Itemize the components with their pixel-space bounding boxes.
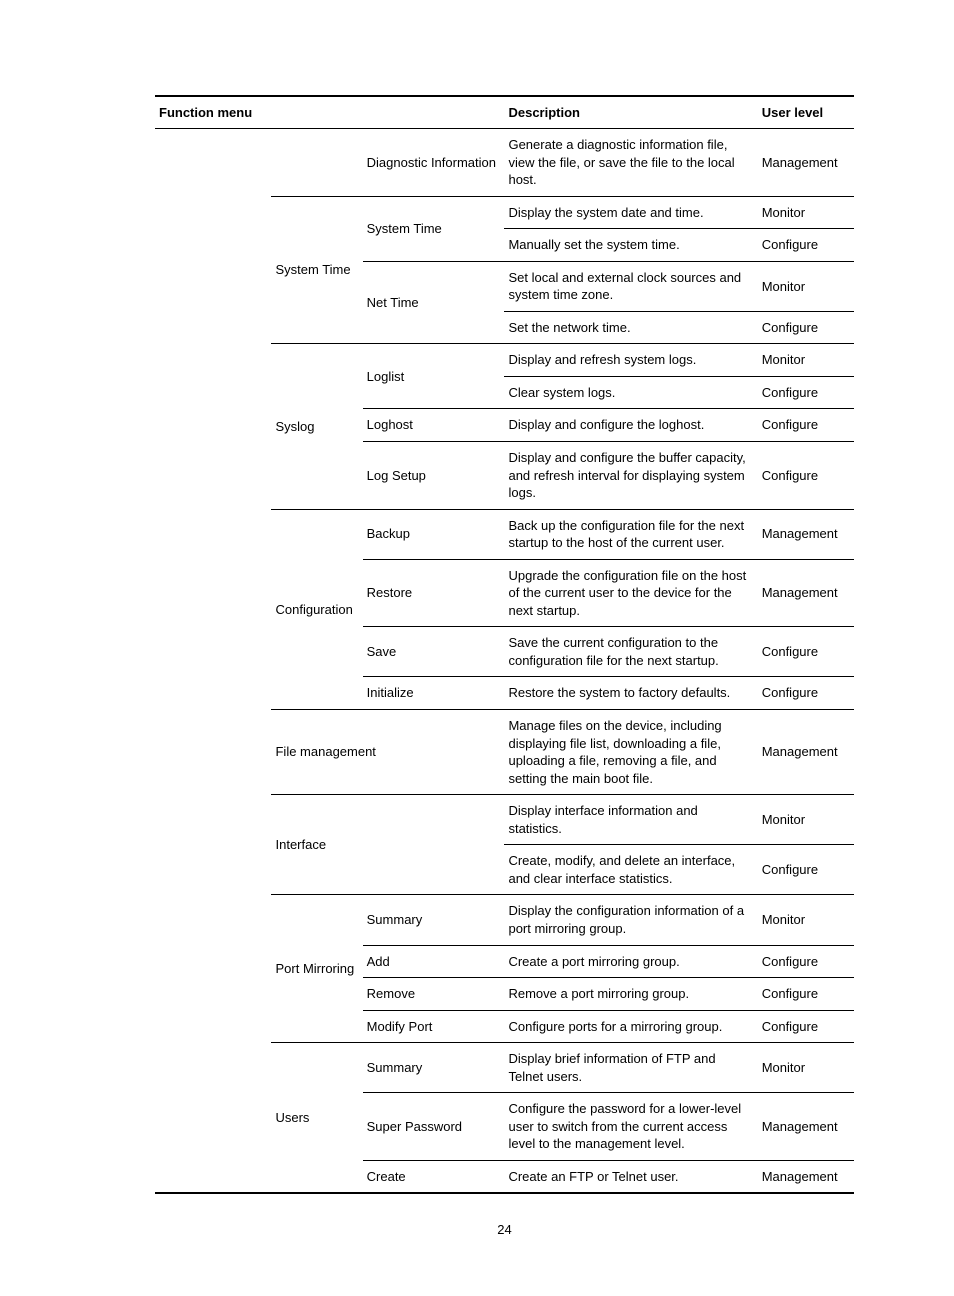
col-subcategory: Create xyxy=(363,1160,505,1193)
col-user-level: Monitor xyxy=(758,196,854,229)
col-subcategory: Loglist xyxy=(363,344,505,409)
col-user-level: Configure xyxy=(758,945,854,978)
col-description: Display and configure the loghost. xyxy=(504,409,757,442)
col-subcategory: Loghost xyxy=(363,409,505,442)
col-user-level: Management xyxy=(758,1160,854,1193)
col-a-spacer xyxy=(155,129,271,1194)
col-subcategory: Add xyxy=(363,945,505,978)
col-description: Remove a port mirroring group. xyxy=(504,978,757,1011)
col-user-level: Configure xyxy=(758,442,854,510)
col-description: Display the configuration information of… xyxy=(504,895,757,945)
col-subcategory: Modify Port xyxy=(363,1010,505,1043)
col-subcategory: Summary xyxy=(363,895,505,945)
col-category xyxy=(271,129,362,197)
col-description: Clear system logs. xyxy=(504,376,757,409)
col-category: Users xyxy=(271,1043,362,1194)
col-description: Create an FTP or Telnet user. xyxy=(504,1160,757,1193)
col-category: System Time xyxy=(271,196,362,344)
col-user-level: Monitor xyxy=(758,261,854,311)
col-user-level: Management xyxy=(758,509,854,559)
col-user-level: Configure xyxy=(758,1010,854,1043)
col-user-level: Monitor xyxy=(758,895,854,945)
col-description: Save the current configuration to the co… xyxy=(504,627,757,677)
col-description: Create a port mirroring group. xyxy=(504,945,757,978)
col-user-level: Configure xyxy=(758,845,854,895)
col-user-level: Configure xyxy=(758,409,854,442)
function-menu-table: Function menu Description User level Dia… xyxy=(155,95,854,1194)
col-description: Configure the password for a lower-level… xyxy=(504,1093,757,1161)
col-description: Display the system date and time. xyxy=(504,196,757,229)
col-subcategory: System Time xyxy=(363,196,505,261)
col-user-level: Configure xyxy=(758,627,854,677)
col-description: Create, modify, and delete an interface,… xyxy=(504,845,757,895)
col-description: Back up the configuration file for the n… xyxy=(504,509,757,559)
header-user-level: User level xyxy=(758,96,854,129)
col-subcategory: Backup xyxy=(363,509,505,559)
col-description: Set the network time. xyxy=(504,311,757,344)
col-user-level: Configure xyxy=(758,311,854,344)
col-description: Restore the system to factory defaults. xyxy=(504,677,757,710)
col-user-level: Management xyxy=(758,710,854,795)
col-description: Display interface information and statis… xyxy=(504,795,757,845)
col-subcategory: Summary xyxy=(363,1043,505,1093)
col-user-level: Configure xyxy=(758,978,854,1011)
col-description: Display brief information of FTP and Tel… xyxy=(504,1043,757,1093)
col-subcategory: Super Password xyxy=(363,1093,505,1161)
col-category: Interface xyxy=(271,795,504,895)
col-subcategory: Diagnostic Information xyxy=(363,129,505,197)
col-description: Set local and external clock sources and… xyxy=(504,261,757,311)
col-user-level: Configure xyxy=(758,376,854,409)
col-subcategory: Restore xyxy=(363,559,505,627)
col-user-level: Monitor xyxy=(758,795,854,845)
col-subcategory: Save xyxy=(363,627,505,677)
table-body: Diagnostic InformationGenerate a diagnos… xyxy=(155,129,854,1194)
table-header: Function menu Description User level xyxy=(155,96,854,129)
col-user-level: Monitor xyxy=(758,1043,854,1093)
col-category: File management xyxy=(271,710,504,795)
table-row: Diagnostic InformationGenerate a diagnos… xyxy=(155,129,854,197)
page-number: 24 xyxy=(155,1222,854,1237)
col-description: Configure ports for a mirroring group. xyxy=(504,1010,757,1043)
col-description: Manage files on the device, including di… xyxy=(504,710,757,795)
header-description: Description xyxy=(504,96,757,129)
col-user-level: Configure xyxy=(758,677,854,710)
col-category: Port Mirroring xyxy=(271,895,362,1043)
col-user-level: Management xyxy=(758,129,854,197)
col-user-level: Monitor xyxy=(758,344,854,377)
page: Function menu Description User level Dia… xyxy=(0,0,954,1277)
col-user-level: Management xyxy=(758,1093,854,1161)
header-function-menu: Function menu xyxy=(155,96,504,129)
col-description: Display and refresh system logs. xyxy=(504,344,757,377)
col-user-level: Management xyxy=(758,559,854,627)
col-subcategory: Initialize xyxy=(363,677,505,710)
col-description: Upgrade the configuration file on the ho… xyxy=(504,559,757,627)
col-description: Display and configure the buffer capacit… xyxy=(504,442,757,510)
col-description: Manually set the system time. xyxy=(504,229,757,262)
col-user-level: Configure xyxy=(758,229,854,262)
col-subcategory: Net Time xyxy=(363,261,505,344)
col-subcategory: Remove xyxy=(363,978,505,1011)
col-category: Configuration xyxy=(271,509,362,709)
col-category: Syslog xyxy=(271,344,362,509)
col-subcategory: Log Setup xyxy=(363,442,505,510)
col-description: Generate a diagnostic information file, … xyxy=(504,129,757,197)
